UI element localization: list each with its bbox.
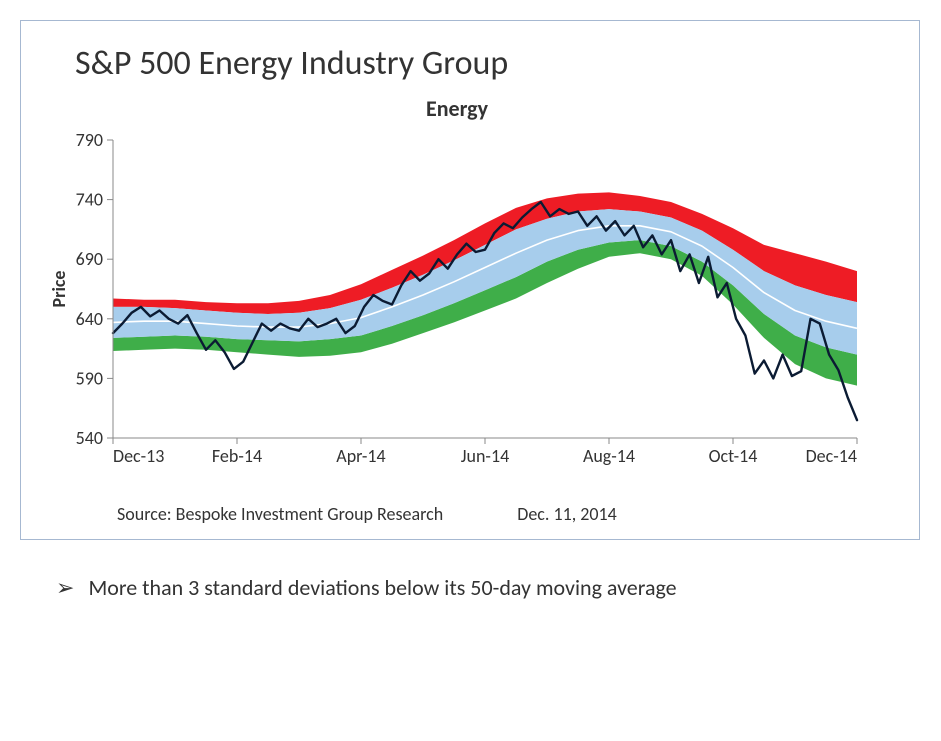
svg-text:Dec-14: Dec-14	[806, 445, 857, 467]
chart-container: Energy 540 590 640 690 740 790 Price Dec-13 Feb-1…	[47, 92, 893, 497]
chart-card: S&P 500 Energy Industry Group Energy 540 5…	[20, 20, 920, 540]
svg-text:590: 590	[76, 367, 103, 389]
svg-text:Price: Price	[48, 271, 70, 308]
bullet-text: More than 3 standard deviations below it…	[88, 574, 676, 601]
svg-text:Energy: Energy	[426, 95, 489, 122]
bullet-row: ➢ More than 3 standard deviations below …	[56, 574, 921, 601]
energy-chart: Energy 540 590 640 690 740 790 Price Dec-13 Feb-1…	[47, 92, 867, 492]
source-line: Source: Bespoke Investment Group Researc…	[117, 503, 893, 525]
svg-text:540: 540	[76, 427, 103, 449]
svg-text:640: 640	[76, 308, 103, 330]
svg-text:Oct-14: Oct-14	[709, 445, 758, 467]
svg-text:Apr-14: Apr-14	[336, 445, 385, 467]
svg-text:Feb-14: Feb-14	[212, 445, 262, 467]
svg-text:Jun-14: Jun-14	[461, 445, 509, 467]
source-label: Source: Bespoke Investment Group Researc…	[117, 503, 443, 525]
arrow-bullet-icon: ➢	[56, 574, 74, 601]
svg-text:690: 690	[76, 248, 103, 270]
svg-text:Aug-14: Aug-14	[583, 445, 635, 467]
svg-text:Dec-13: Dec-13	[113, 445, 164, 467]
source-date: Dec. 11, 2014	[517, 503, 617, 525]
svg-text:790: 790	[76, 129, 103, 151]
svg-text:740: 740	[76, 189, 103, 211]
card-title: S&P 500 Energy Industry Group	[75, 43, 893, 84]
